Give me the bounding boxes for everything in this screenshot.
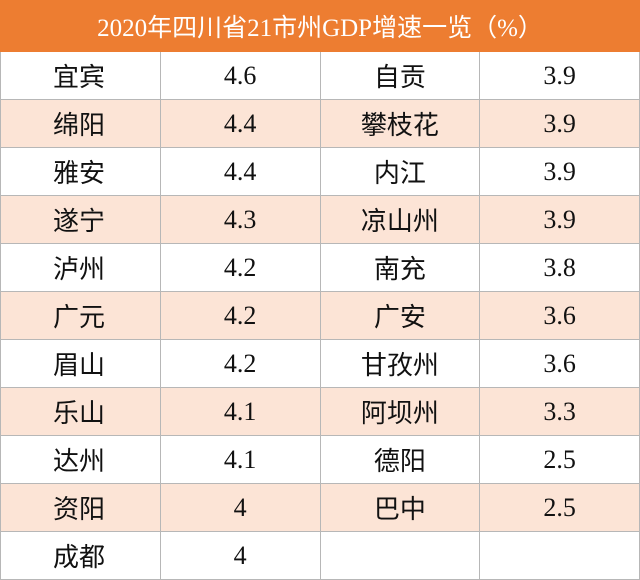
city-name: 达州 — [0, 435, 161, 484]
table-row: 遂宁 4.3 凉山州 3.9 — [0, 195, 640, 244]
table-row: 达州 4.1 德阳 2.5 — [0, 435, 640, 484]
city-name: 绵阳 — [0, 99, 161, 148]
city-name: 自贡 — [319, 51, 481, 100]
growth-value: 4.1 — [159, 435, 321, 484]
growth-value: 3.6 — [479, 339, 640, 388]
table-row: 广元 4.2 广安 3.6 — [0, 291, 640, 340]
table-row: 乐山 4.1 阿坝州 3.3 — [0, 387, 640, 436]
table-row: 雅安 4.4 内江 3.9 — [0, 147, 640, 196]
city-name: 德阳 — [319, 435, 481, 484]
table-title: 2020年四川省21市州GDP增速一览（%） — [0, 0, 640, 52]
city-name: 眉山 — [0, 339, 161, 388]
growth-value: 4.2 — [159, 291, 321, 340]
city-name: 雅安 — [0, 147, 161, 196]
table-body: 宜宾 4.6 自贡 3.9 绵阳 4.4 攀枝花 3.9 雅安 4.4 内江 3.9 遂宁 4.3 凉山州 3… — [0, 51, 640, 580]
city-name: 遂宁 — [0, 195, 161, 244]
growth-value: 3.8 — [479, 243, 640, 292]
empty-cell — [479, 531, 640, 580]
growth-value: 4.3 — [159, 195, 321, 244]
empty-cell — [319, 531, 481, 580]
city-name: 凉山州 — [319, 195, 481, 244]
growth-value: 2.5 — [479, 435, 640, 484]
city-name: 资阳 — [0, 483, 161, 532]
city-name: 成都 — [0, 531, 161, 580]
title-row: 2020年四川省21市州GDP增速一览（%） — [0, 0, 640, 52]
table-row: 资阳 4 巴中 2.5 — [0, 483, 640, 532]
growth-value: 3.9 — [479, 195, 640, 244]
growth-value: 3.9 — [479, 147, 640, 196]
city-name: 南充 — [319, 243, 481, 292]
table-row: 眉山 4.2 甘孜州 3.6 — [0, 339, 640, 388]
city-name: 内江 — [319, 147, 481, 196]
growth-value: 3.9 — [479, 99, 640, 148]
growth-value: 4.4 — [159, 147, 321, 196]
city-name: 泸州 — [0, 243, 161, 292]
growth-value: 3.3 — [479, 387, 640, 436]
growth-value: 4.4 — [159, 99, 321, 148]
table-row: 成都 4 — [0, 531, 640, 580]
growth-value: 2.5 — [479, 483, 640, 532]
city-name: 广安 — [319, 291, 481, 340]
city-name: 巴中 — [319, 483, 481, 532]
table-row: 宜宾 4.6 自贡 3.9 — [0, 51, 640, 100]
city-name: 广元 — [0, 291, 161, 340]
city-name: 甘孜州 — [319, 339, 481, 388]
growth-value: 4 — [159, 531, 321, 580]
growth-value: 4.2 — [159, 243, 321, 292]
growth-value: 4.6 — [159, 51, 321, 100]
growth-value: 4 — [159, 483, 321, 532]
growth-value: 3.9 — [479, 51, 640, 100]
growth-value: 4.1 — [159, 387, 321, 436]
growth-value: 4.2 — [159, 339, 321, 388]
city-name: 阿坝州 — [319, 387, 481, 436]
table-row: 绵阳 4.4 攀枝花 3.9 — [0, 99, 640, 148]
city-name: 宜宾 — [0, 51, 161, 100]
table-row: 泸州 4.2 南充 3.8 — [0, 243, 640, 292]
city-name: 攀枝花 — [319, 99, 481, 148]
growth-value: 3.6 — [479, 291, 640, 340]
city-name: 乐山 — [0, 387, 161, 436]
